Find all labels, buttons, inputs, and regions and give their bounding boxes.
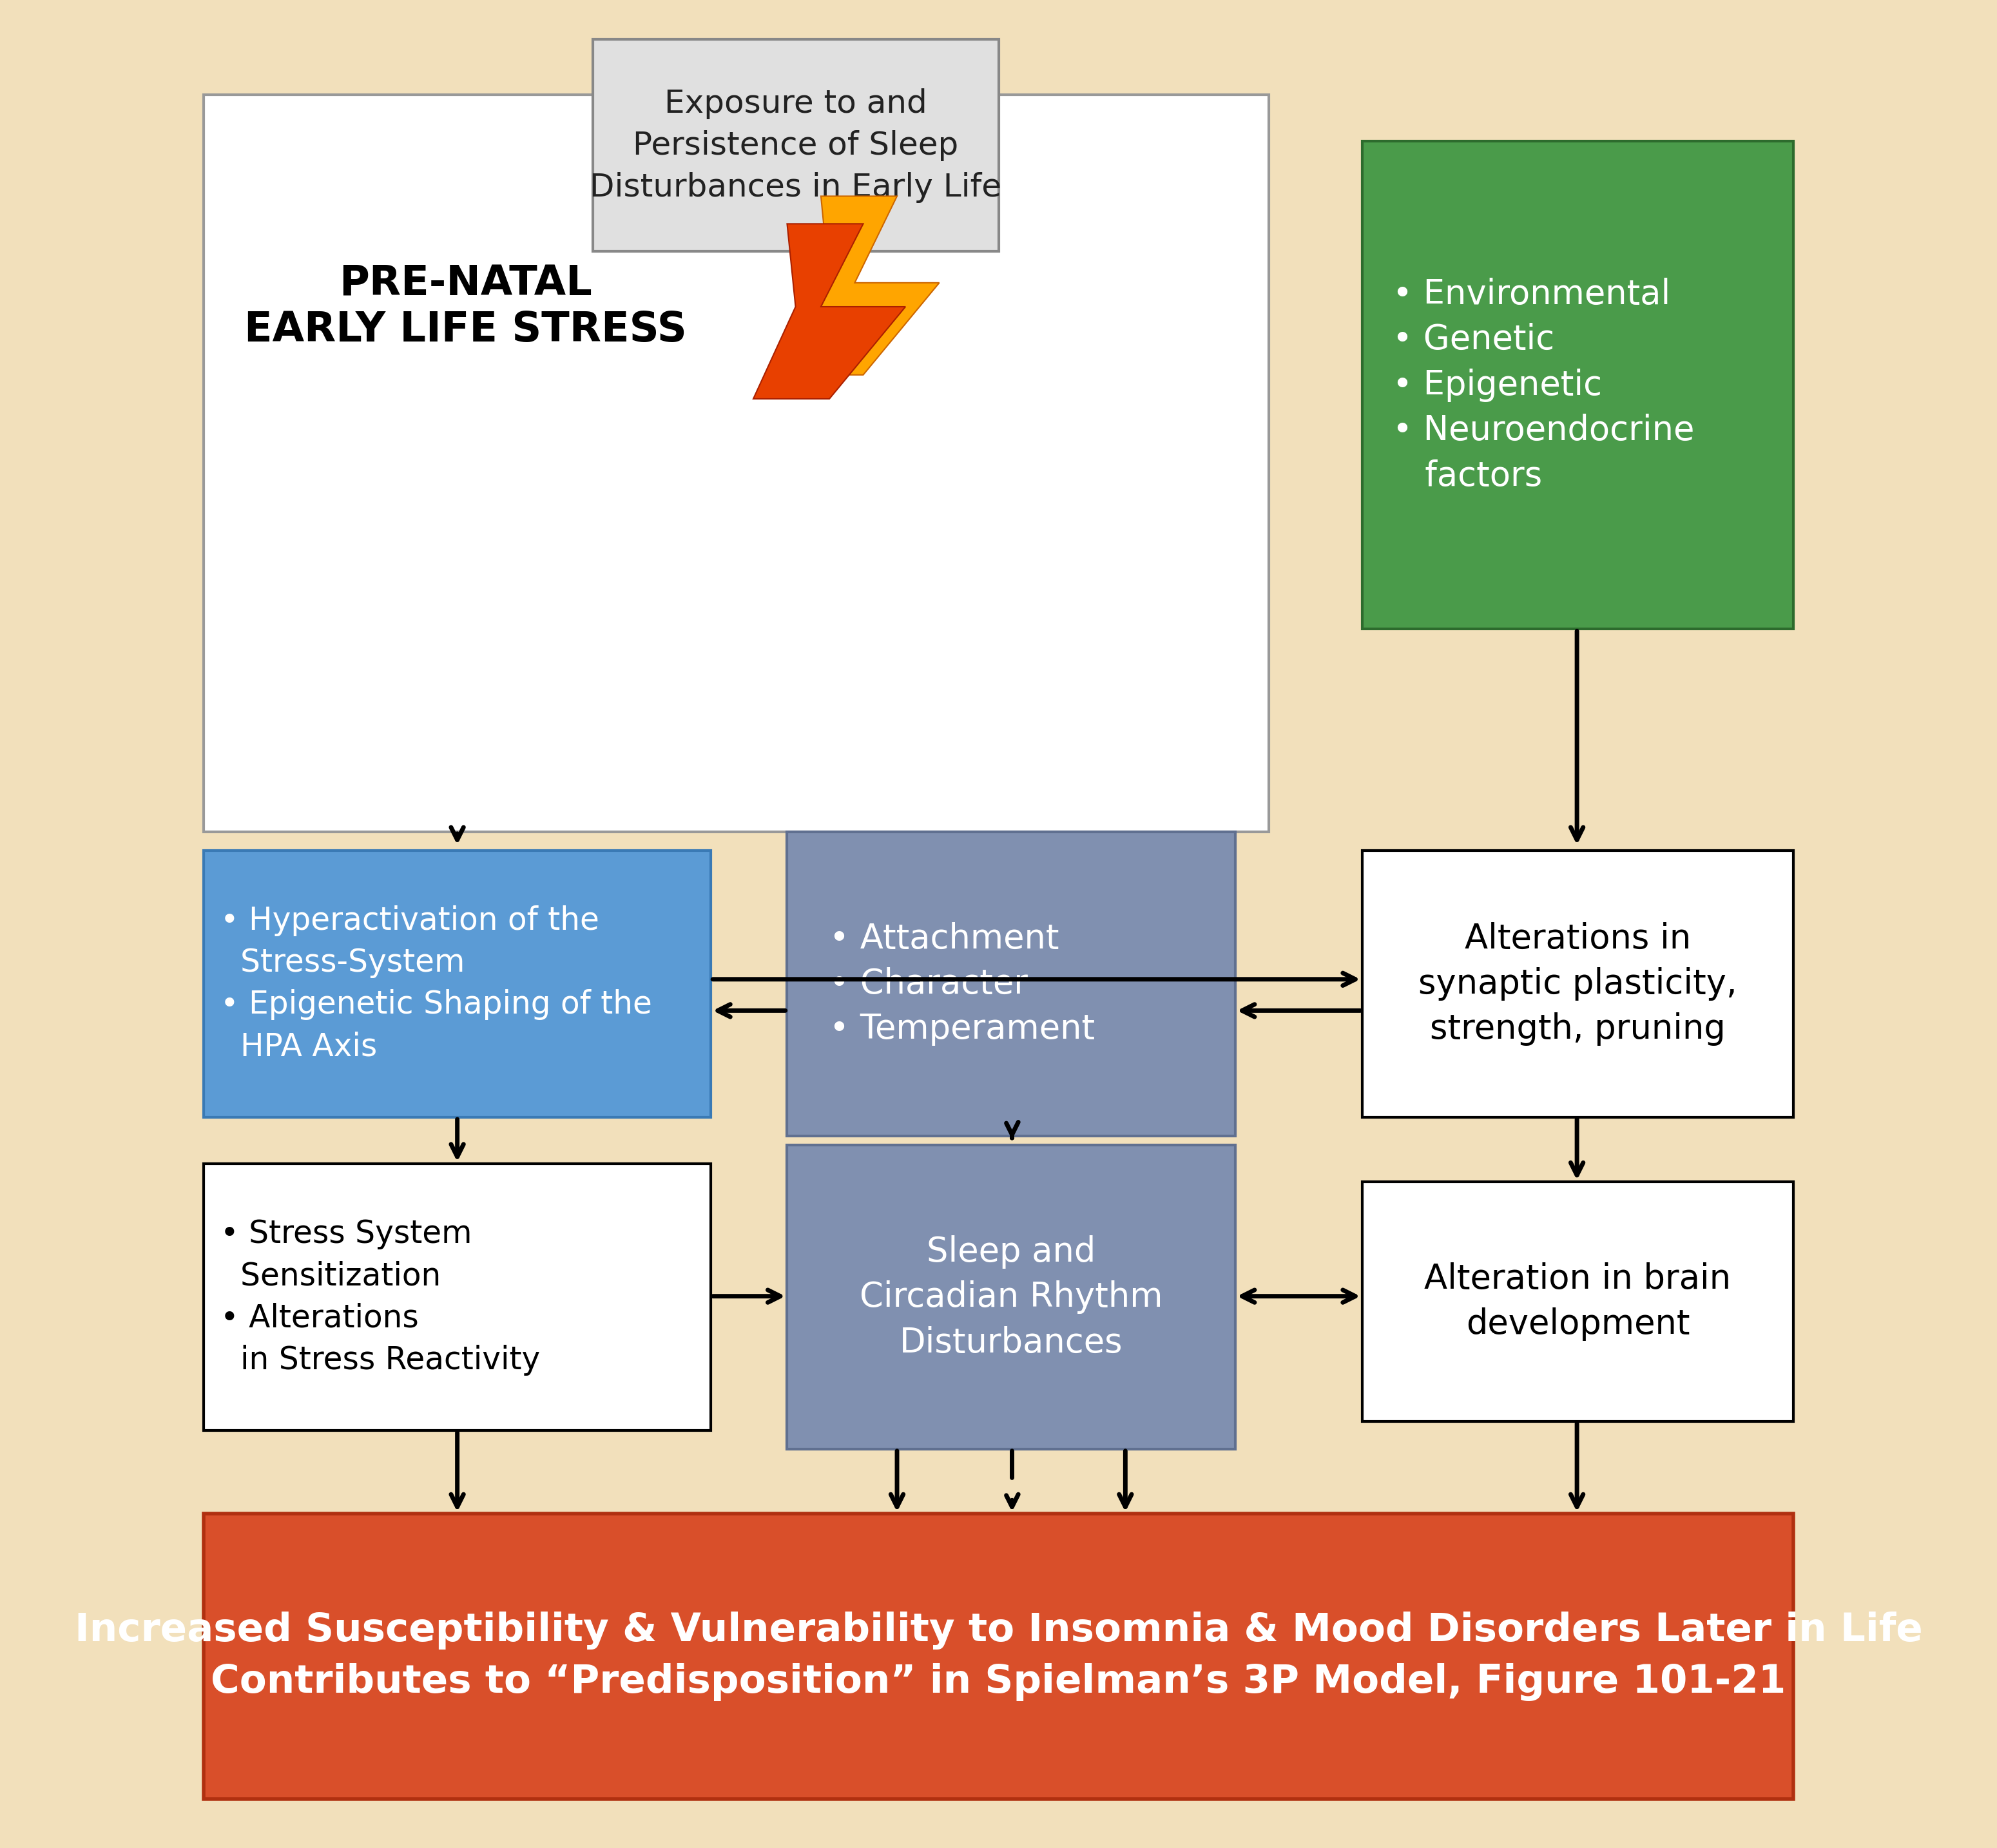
FancyBboxPatch shape: [787, 832, 1236, 1137]
FancyBboxPatch shape: [204, 850, 711, 1118]
Polygon shape: [787, 196, 939, 375]
Text: Alterations in
synaptic plasticity,
strength, pruning: Alterations in synaptic plasticity, stre…: [1418, 922, 1737, 1046]
Text: PRE-NATAL
EARLY LIFE STRESS: PRE-NATAL EARLY LIFE STRESS: [244, 264, 687, 349]
Text: • Stress System
  Sensitization
• Alterations
  in Stress Reactivity: • Stress System Sensitization • Alterati…: [220, 1218, 541, 1375]
Text: Increased Susceptibility & Vulnerability to Insomnia & Mood Disorders Later in L: Increased Susceptibility & Vulnerability…: [74, 1611, 1923, 1702]
Text: • Environmental
• Genetic
• Epigenetic
• Neuroendocrine
   factors: • Environmental • Genetic • Epigenetic •…: [1392, 277, 1693, 493]
Polygon shape: [753, 224, 905, 399]
Text: Alteration in brain
development: Alteration in brain development: [1424, 1262, 1731, 1342]
FancyBboxPatch shape: [204, 94, 1270, 832]
Text: • Hyperactivation of the
  Stress-System
• Epigenetic Shaping of the
  HPA Axis: • Hyperactivation of the Stress-System •…: [220, 906, 653, 1063]
Text: Sleep and
Circadian Rhythm
Disturbances: Sleep and Circadian Rhythm Disturbances: [859, 1234, 1162, 1360]
FancyBboxPatch shape: [204, 1514, 1793, 1800]
Text: • Attachment
• Character
• Temperament: • Attachment • Character • Temperament: [829, 922, 1094, 1046]
FancyBboxPatch shape: [787, 1146, 1236, 1449]
FancyBboxPatch shape: [1362, 140, 1793, 628]
FancyBboxPatch shape: [1362, 1183, 1793, 1421]
FancyBboxPatch shape: [204, 1164, 711, 1430]
FancyBboxPatch shape: [593, 39, 998, 251]
Text: Exposure to and
Persistence of Sleep
Disturbances in Early Life: Exposure to and Persistence of Sleep Dis…: [589, 89, 1000, 203]
FancyBboxPatch shape: [1362, 850, 1793, 1118]
